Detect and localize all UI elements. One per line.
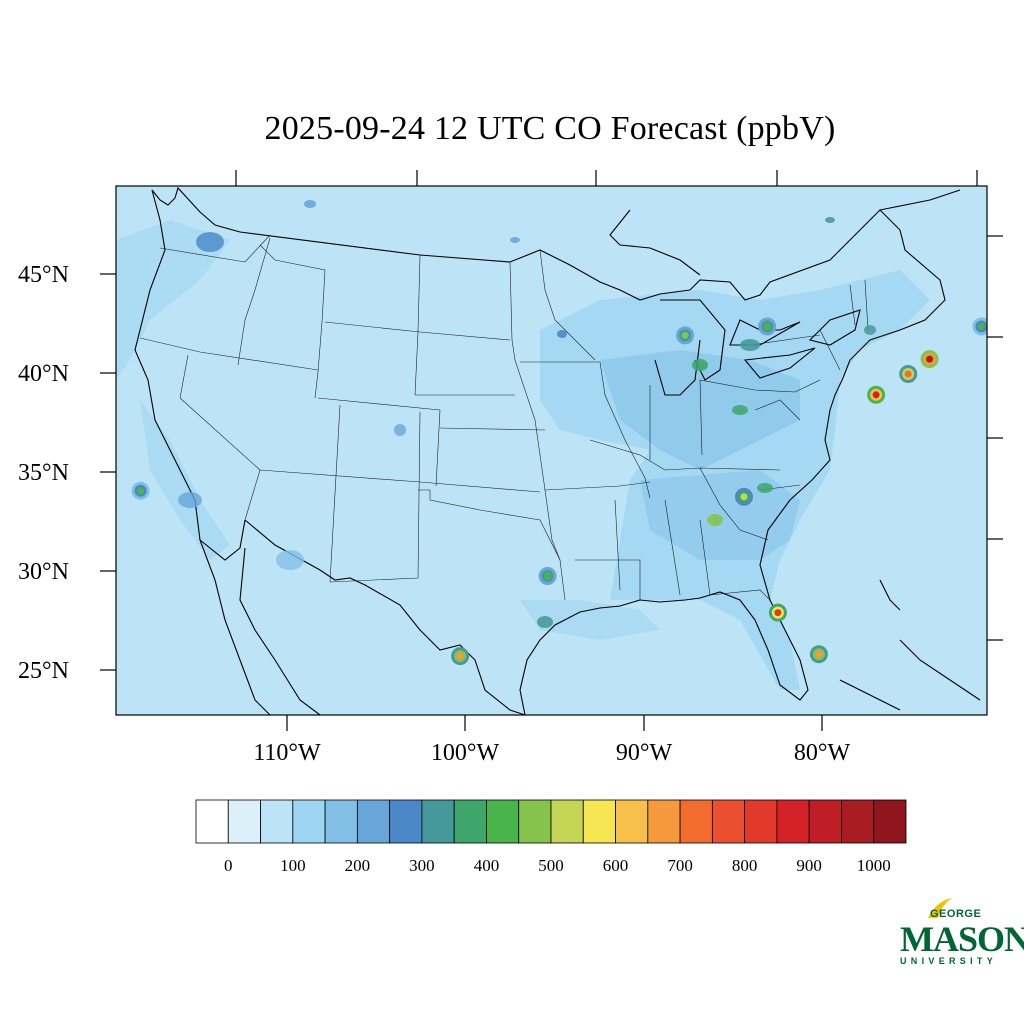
colorbar-box: [227, 799, 261, 844]
colorbar-tick-label: 700: [667, 856, 693, 875]
seattle-hotspot: [64, 219, 71, 226]
colorbar-box: [389, 799, 423, 844]
colorbar-box: [841, 799, 875, 844]
moderate-co-patches: [178, 200, 876, 628]
chicago-hotspot: [681, 331, 689, 339]
los-angeles-hotspot: [137, 487, 145, 495]
tampa-hotspot: [774, 609, 782, 617]
colorbar-labels: 0 100 200 300 400 500 600 700 800 900 1000: [224, 856, 891, 875]
colorbar-box: [195, 799, 229, 844]
colorbar-box: [808, 799, 842, 844]
logo-line-george: GEORGE: [930, 908, 982, 920]
colorbar-tick-label: 200: [345, 856, 371, 875]
colorbar-box: [744, 799, 778, 844]
houston-hotspot: [544, 572, 552, 580]
colorbar-box: [324, 799, 358, 844]
logo-line-mason: MASON: [900, 919, 1024, 959]
seattle-hotspot: [58, 214, 76, 232]
boston-hotspot: [977, 323, 985, 330]
colorbar-box: [550, 799, 584, 844]
state-boundaries: [139, 234, 869, 601]
colorbar-tick-label: 300: [409, 856, 435, 875]
lat-label-35n: 35°N: [18, 460, 69, 486]
southeast-elevated-co-region: [640, 470, 800, 560]
colorbar-tick-label: 800: [732, 856, 758, 875]
lat-label-30n: 30°N: [18, 559, 69, 585]
hotspot-layer: [58, 214, 987, 666]
philadelphia-hotspot: [904, 370, 912, 378]
colorbar-box: [292, 799, 326, 844]
colorbar-tick-label: 100: [280, 856, 306, 875]
colorbar-box: [615, 799, 649, 844]
colorbar-box: [486, 799, 520, 844]
gmu-logo: GEORGE MASON UNIVERSITY: [896, 896, 1024, 972]
colorbar-box: [873, 799, 907, 844]
colorbar-tick-label: 400: [474, 856, 500, 875]
seattle-hotspot: [61, 217, 73, 229]
colorbar-box: [679, 799, 713, 844]
lon-label-90w: 90°W: [616, 740, 673, 766]
colorbar-box: [453, 799, 487, 844]
atlanta-hotspot: [740, 493, 748, 501]
colorbar-tick-label: 0: [224, 856, 233, 875]
colorbar-box: [647, 799, 681, 844]
colorbar-box: [582, 799, 616, 844]
lon-label-80w: 80°W: [794, 740, 851, 766]
colorbar-box: [711, 799, 746, 844]
country-outline: [134, 186, 981, 715]
colorbar-box: [776, 799, 810, 844]
baltimore-washington-hotspot: [872, 391, 880, 399]
west-coast-elevated-co-region: [116, 220, 230, 380]
gulf-coast-elevated-co-region: [520, 600, 660, 640]
colorbar-tick-label: 900: [796, 856, 822, 875]
chart-title: 2025-09-24 12 UTC CO Forecast (ppbV): [264, 110, 836, 147]
colorbar-box: [260, 799, 294, 844]
colorbar: [195, 799, 907, 844]
map-frame: [115, 185, 988, 716]
logo-line-university: UNIVERSITY: [900, 956, 998, 966]
map-background: [116, 186, 987, 715]
lat-label-45n: 45°N: [18, 262, 69, 288]
colorbar-tick-label: 500: [538, 856, 564, 875]
lon-label-100w: 100°W: [431, 740, 500, 766]
new-york-hotspot: [926, 355, 934, 363]
lat-label-40n: 40°N: [18, 361, 69, 387]
colorbar-box: [356, 799, 391, 844]
lat-label-25n: 25°N: [18, 658, 69, 684]
detroit-hotspot: [763, 323, 771, 330]
logo-flame-icon: [928, 898, 952, 918]
monterrey-hotspot: [456, 652, 464, 660]
colorbar-tick-label: 1000: [857, 856, 891, 875]
lon-label-110w: 110°W: [253, 740, 321, 766]
colorbar-box: [421, 799, 455, 844]
colorbar-box: [518, 799, 552, 844]
miami-hotspot: [815, 650, 823, 658]
axis-ticks: [100, 170, 1003, 731]
colorbar-tick-label: 600: [603, 856, 629, 875]
